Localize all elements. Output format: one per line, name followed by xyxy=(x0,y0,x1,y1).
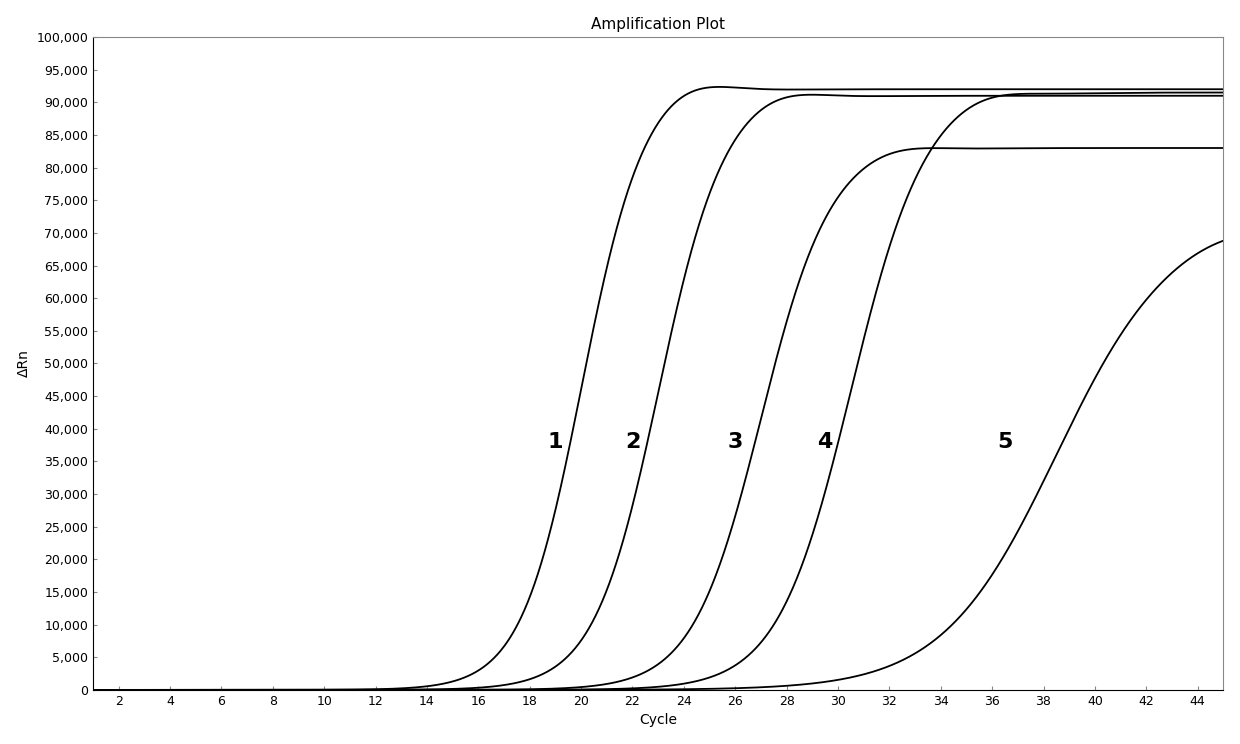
Text: 4: 4 xyxy=(817,432,833,452)
Text: 5: 5 xyxy=(997,432,1013,452)
Y-axis label: ΔRn: ΔRn xyxy=(16,350,31,377)
Text: 1: 1 xyxy=(548,432,563,452)
Text: 3: 3 xyxy=(728,432,743,452)
Text: 2: 2 xyxy=(625,432,640,452)
X-axis label: Cycle: Cycle xyxy=(639,713,677,728)
Title: Amplification Plot: Amplification Plot xyxy=(591,16,725,32)
